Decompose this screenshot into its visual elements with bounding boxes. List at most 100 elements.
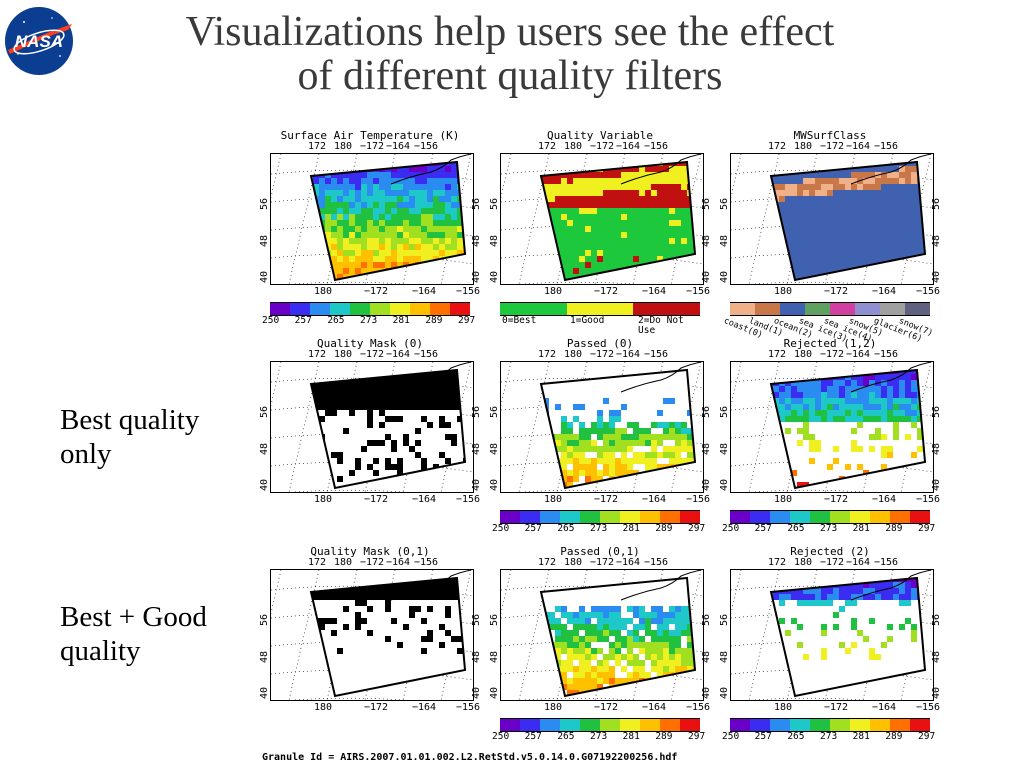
swath-fill — [771, 370, 925, 488]
coastline — [850, 362, 932, 393]
top-tick-label: −164 — [616, 557, 641, 568]
top-tick-label: 172 — [768, 349, 787, 360]
map-plot — [501, 570, 703, 700]
top-tick-label: 172 — [538, 557, 557, 568]
latitude-tick-label: 48 — [719, 442, 730, 455]
top-tick-label: 172 — [308, 557, 327, 568]
colorbar-segment — [500, 510, 520, 524]
latitude-tick-label: 48 — [931, 442, 942, 455]
map-plot — [731, 154, 933, 284]
colorbar-label: 273 — [820, 731, 838, 742]
colorbar-segment — [870, 718, 890, 732]
top-tick-label: 180 — [794, 349, 813, 360]
colorbar-segment — [560, 718, 580, 732]
map-panel: Passed (0) 172 180 −172 −164 −156 56 56 48 48 40 40… — [489, 337, 712, 536]
colorbar-segment — [633, 302, 700, 316]
colorbar-segment — [660, 718, 680, 732]
bottom-tick-label: 180 — [314, 494, 333, 505]
latitude-tick-label: 48 — [259, 442, 270, 455]
colorbar — [494, 302, 706, 316]
colorbar-label: 1=Good — [570, 315, 605, 326]
latitude-tick-label: 56 — [471, 405, 482, 418]
best-good-quality-label: Best + Good quality — [60, 600, 207, 668]
colorbar-label: 250 — [722, 731, 740, 742]
top-tick-label: 180 — [334, 141, 353, 152]
swath-outline — [309, 160, 467, 282]
bottom-tick-label: −164 — [412, 702, 437, 713]
colorbar — [494, 718, 706, 732]
colorbar-label: 250 — [492, 523, 510, 534]
latitude-tick-label: 40 — [259, 478, 270, 491]
bottom-tick-label: −164 — [872, 494, 897, 505]
top-tick-label: 180 — [794, 557, 813, 568]
colorbar-segment — [390, 302, 410, 316]
colorbar-segment — [640, 718, 660, 732]
colorbar-segment — [770, 718, 790, 732]
colorbar-label: 265 — [787, 523, 805, 534]
latitude-tick-label: 56 — [471, 197, 482, 210]
top-tick-label: −156 — [644, 141, 669, 152]
latitude-tick-label: 40 — [719, 478, 730, 491]
bottom-tick-label: 180 — [544, 286, 563, 297]
bottom-tick-label: −172 — [364, 286, 389, 297]
colorbar-label: 289 — [655, 731, 673, 742]
map-panel: Rejected (1,2) 172 180 −172 −164 −156 56 56 48 48… — [719, 338, 942, 536]
top-tick-label: −172 — [360, 141, 385, 152]
top-tick-label: −164 — [386, 141, 411, 152]
swath-outline — [539, 576, 697, 698]
colorbar-segment — [730, 302, 755, 316]
top-tick-label: −156 — [644, 557, 669, 568]
coastline — [620, 570, 702, 601]
colorbar — [724, 302, 936, 316]
top-tick-label: 172 — [768, 141, 787, 152]
bottom-tick-label: −172 — [594, 286, 619, 297]
bottom-tick-label: −156 — [686, 286, 711, 297]
colorbar-label: 281 — [392, 315, 410, 326]
map-panel-title: Passed (0) — [566, 337, 634, 350]
latitude-tick-label: 48 — [719, 234, 730, 247]
bottom-tick-label: −164 — [872, 702, 897, 713]
latitude-tick-label: 48 — [701, 442, 712, 455]
top-tick-label: −164 — [616, 349, 641, 360]
colorbar-label: 257 — [294, 315, 312, 326]
latitude-tick-label: 56 — [931, 405, 942, 418]
colorbar-segment — [600, 510, 620, 524]
swath-outline — [769, 576, 927, 698]
colorbar-label: 257 — [754, 731, 772, 742]
colorbar-label: 297 — [458, 315, 476, 326]
swath-fill — [771, 578, 925, 696]
top-tick-label: −164 — [846, 349, 871, 360]
map-frame — [270, 569, 474, 701]
colorbar-label: 273 — [590, 523, 608, 534]
colorbar-label: 297 — [688, 731, 706, 742]
map-panel: Quality Mask (0,1) 172 180 −172 −164 −156 56 56… — [259, 546, 482, 744]
colorbar-label: 281 — [622, 523, 640, 534]
colorbar-segment — [430, 302, 450, 316]
top-tick-label: −172 — [590, 349, 615, 360]
latitude-tick-label: 56 — [719, 197, 730, 210]
top-tick-label: 172 — [308, 349, 327, 360]
colorbar-segment — [330, 302, 350, 316]
bottom-tick-label: −156 — [456, 494, 481, 505]
map-frame — [730, 569, 934, 701]
colorbar-segment — [560, 510, 580, 524]
colorbar — [264, 302, 476, 316]
latitude-tick-label: 48 — [719, 650, 730, 663]
top-tick-label: −164 — [386, 557, 411, 568]
top-tick-label: 180 — [564, 141, 583, 152]
bottom-tick-label: −172 — [824, 286, 849, 297]
latitude-tick-label: 40 — [719, 686, 730, 699]
latitude-tick-label: 40 — [489, 270, 500, 283]
top-tick-label: −172 — [360, 557, 385, 568]
coastline — [620, 154, 702, 185]
latitude-tick-label: 48 — [471, 442, 482, 455]
map-panel: Passed (0,1) 172 180 −172 −164 −156 56 56 48 48 40… — [489, 546, 712, 744]
map-plot — [271, 154, 473, 284]
colorbar-segment — [620, 718, 640, 732]
colorbar-label: 265 — [557, 731, 575, 742]
latitude-tick-label: 40 — [719, 270, 730, 283]
latitude-tick-label: 40 — [471, 686, 482, 699]
colorbar-segment — [540, 510, 560, 524]
bottom-tick-label: −172 — [594, 702, 619, 713]
colorbar-label: 289 — [885, 731, 903, 742]
